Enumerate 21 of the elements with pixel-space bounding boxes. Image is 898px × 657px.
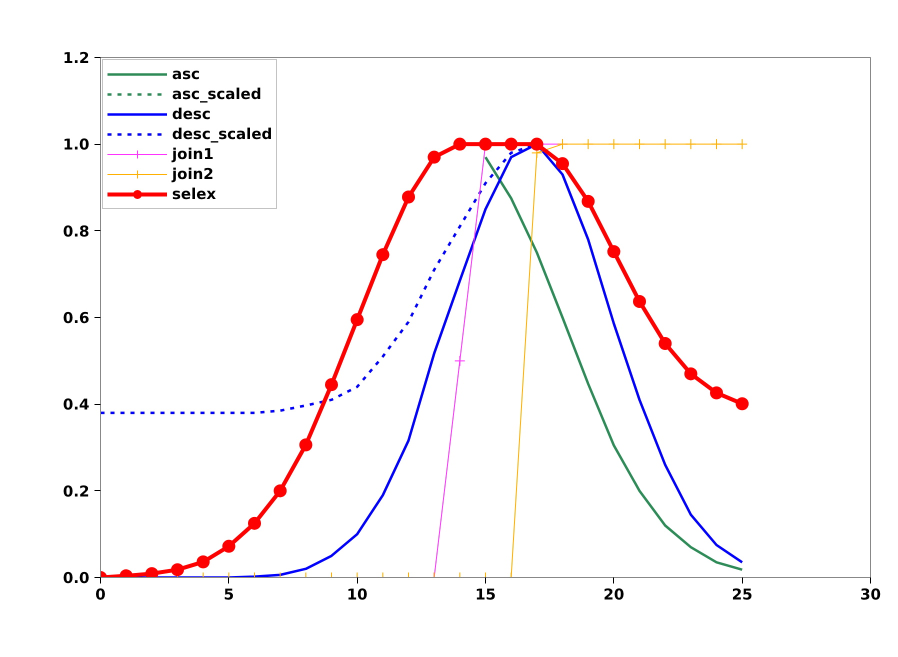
y-tick-label: 1.0 bbox=[62, 136, 90, 154]
y-tick-label: 0.6 bbox=[62, 309, 90, 327]
legend-label: desc bbox=[172, 105, 211, 123]
x-tick-label: 20 bbox=[603, 586, 624, 604]
x-tick-label: 5 bbox=[224, 586, 234, 604]
legend-label: asc_scaled bbox=[172, 85, 262, 103]
legend-label: asc bbox=[172, 65, 200, 83]
x-tick-label: 15 bbox=[475, 586, 496, 604]
y-tick-label: 0.8 bbox=[62, 222, 90, 240]
y-tick-label: 0.0 bbox=[62, 569, 90, 587]
y-tick-label: 0.2 bbox=[62, 482, 90, 500]
y-tick-label: 0.4 bbox=[62, 396, 90, 414]
legend-label: join2 bbox=[172, 165, 214, 183]
x-tick-label: 30 bbox=[860, 586, 881, 604]
legend-label: selex bbox=[172, 185, 216, 203]
y-tick-label: 1.2 bbox=[62, 49, 90, 67]
x-tick-label: 0 bbox=[95, 586, 106, 604]
legend-label: join1 bbox=[172, 145, 214, 163]
x-tick-label: 25 bbox=[732, 586, 753, 604]
x-tick-label: 10 bbox=[346, 586, 368, 604]
legend-label: desc_scaled bbox=[172, 125, 272, 143]
